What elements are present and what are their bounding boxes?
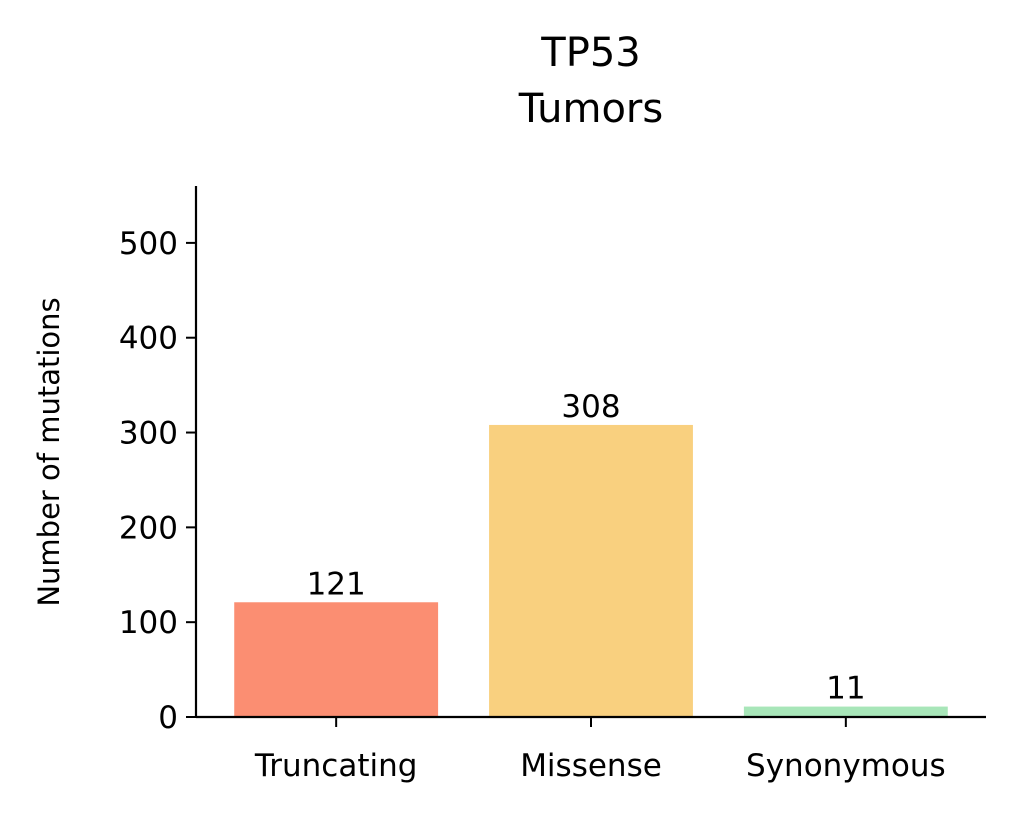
x-tick-label-synonymous: Synonymous	[746, 748, 946, 784]
x-tick-label-truncating: Truncating	[254, 748, 418, 784]
chart-title-line-2: Tumors	[518, 86, 663, 132]
chart-title-line-1: TP53	[540, 30, 640, 76]
y-axis-title: Number of mutations	[32, 297, 66, 606]
y-ticks-layer: 0 100 200 300 400 500	[119, 226, 196, 736]
bars-layer	[234, 424, 948, 717]
data-label-synonymous: 11	[826, 671, 865, 707]
data-label-missense: 308	[561, 389, 620, 425]
data-label-truncating: 121	[307, 566, 366, 602]
data-labels-layer: 121 308 11	[307, 389, 866, 707]
x-ticks-layer: Truncating Missense Synonymous	[254, 717, 946, 784]
y-tick-label: 0	[158, 700, 178, 736]
bar-truncating	[234, 602, 439, 717]
y-tick-label: 300	[119, 416, 178, 452]
y-tick-label: 200	[119, 510, 178, 546]
bar-missense	[489, 424, 693, 717]
y-tick-label: 100	[119, 605, 178, 641]
y-tick-label: 500	[119, 226, 178, 262]
x-tick-label-missense: Missense	[520, 748, 662, 784]
bar-synonymous	[743, 706, 948, 717]
y-tick-label: 400	[119, 321, 178, 357]
